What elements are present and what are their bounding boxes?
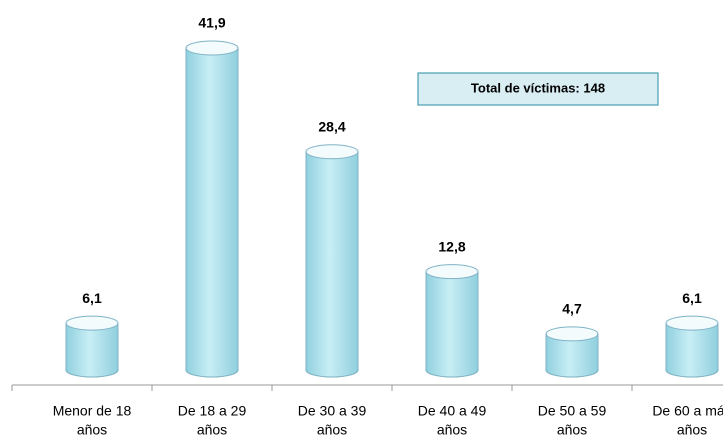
bar-top [665, 315, 719, 331]
x-tick-label: años [677, 422, 707, 438]
x-tick-label: años [317, 422, 347, 438]
annotation-box [417, 72, 659, 106]
bar [185, 47, 239, 378]
bar [425, 271, 479, 378]
x-tick-label: años [557, 422, 587, 438]
value-label: 41,9 [198, 15, 225, 31]
bar-top [305, 144, 359, 160]
x-tick-label: De 30 a 39 [298, 403, 367, 419]
x-tick-label: De 40 a 49 [418, 403, 487, 419]
bar [545, 333, 599, 378]
x-tick-label: Menor de 18 [53, 403, 132, 419]
x-tick-label: años [437, 422, 467, 438]
value-label: 4,7 [562, 301, 582, 317]
x-tick-label: De 50 a 59 [538, 403, 607, 419]
bar-top [65, 315, 119, 331]
bar-top [185, 40, 239, 56]
x-tick-label: años [197, 422, 227, 438]
bar-top [545, 326, 599, 342]
value-label: 28,4 [318, 118, 345, 134]
bar [665, 322, 719, 378]
x-tick-label: De 18 a 29 [178, 403, 247, 419]
bar [65, 322, 119, 378]
bar-top [425, 264, 479, 280]
x-tick-label: De 60 a más [652, 403, 723, 419]
value-label: 12,8 [438, 238, 465, 254]
value-label: 6,1 [82, 290, 102, 306]
x-tick-label: años [77, 422, 107, 438]
bar [305, 151, 359, 378]
annotation: Total de víctimas: 148 [471, 80, 605, 95]
value-label: 6,1 [682, 290, 702, 306]
